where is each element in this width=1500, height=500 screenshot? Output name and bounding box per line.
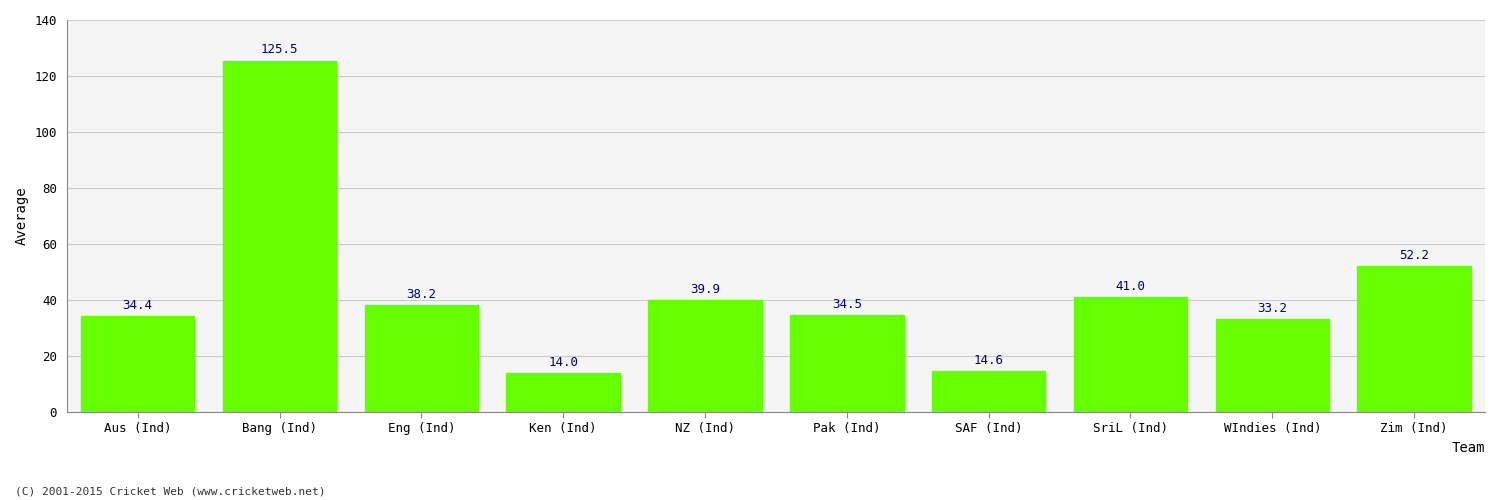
Bar (932, 371, 1046, 412)
Text: 41.0: 41.0 (1116, 280, 1146, 293)
Bar (1215, 319, 1329, 412)
Y-axis label: Average: Average (15, 186, 28, 246)
Text: 39.9: 39.9 (690, 283, 720, 296)
Bar (648, 300, 762, 412)
Bar (507, 373, 620, 412)
Text: 33.2: 33.2 (1257, 302, 1287, 315)
X-axis label: Team: Team (1452, 441, 1485, 455)
Bar (224, 60, 336, 412)
Text: 52.2: 52.2 (1400, 248, 1429, 262)
Bar (1074, 297, 1186, 412)
Text: 14.0: 14.0 (548, 356, 578, 368)
Bar (81, 316, 195, 412)
Text: (C) 2001-2015 Cricket Web (www.cricketweb.net): (C) 2001-2015 Cricket Web (www.cricketwe… (15, 487, 326, 497)
Text: 38.2: 38.2 (406, 288, 436, 301)
Text: 125.5: 125.5 (261, 44, 299, 57)
Bar (790, 316, 903, 412)
Bar (1358, 266, 1472, 412)
Text: 34.4: 34.4 (123, 298, 153, 312)
Text: 14.6: 14.6 (974, 354, 1004, 367)
Bar (364, 305, 478, 412)
Text: 34.5: 34.5 (833, 298, 862, 311)
